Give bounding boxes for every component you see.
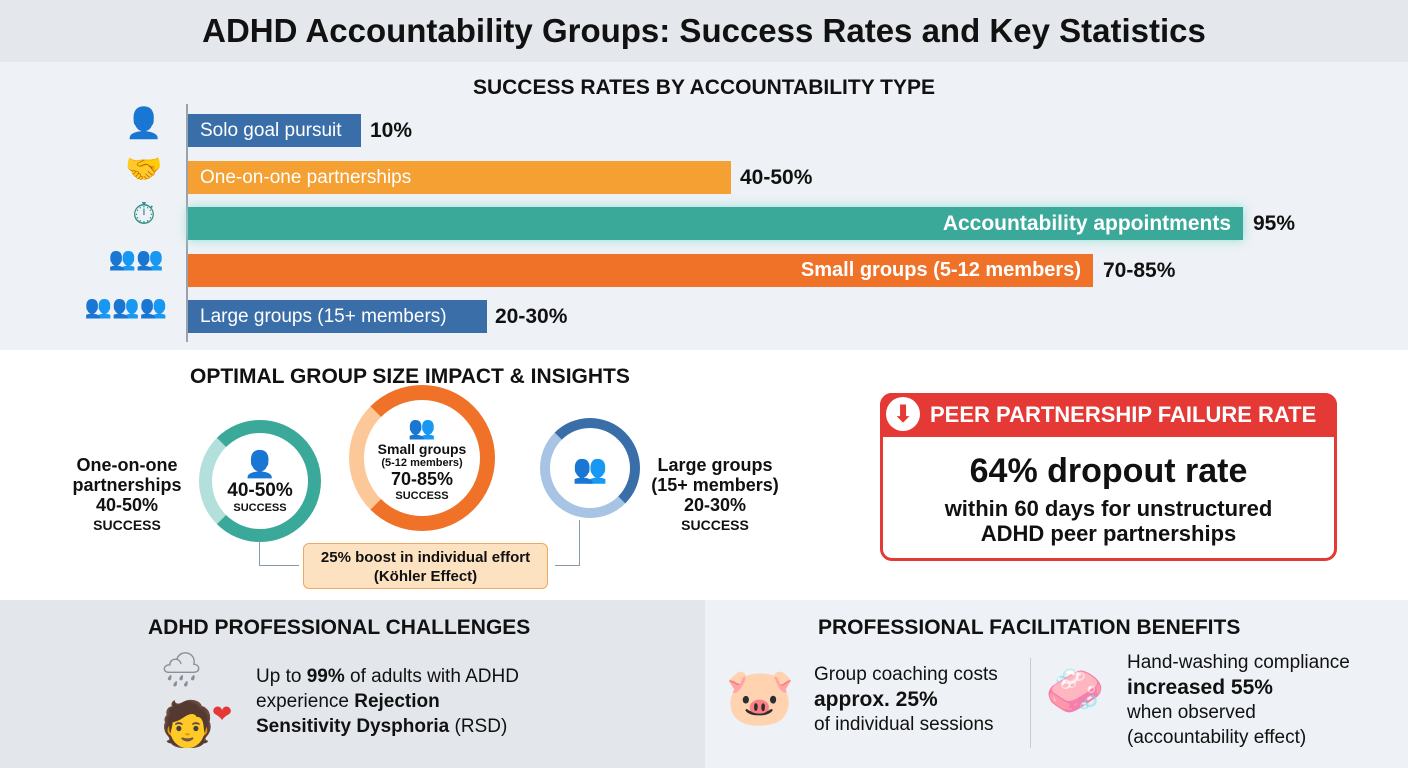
person-icon: 👤	[243, 448, 277, 479]
failure-title: PEER PARTNERSHIP FAILURE RATE	[930, 402, 1317, 427]
small-group-icon: 👥👥	[108, 246, 164, 271]
clock-person-icon: ⏱	[132, 198, 156, 231]
bar-label: Small groups (5-12 members)	[800, 259, 1081, 281]
hand-washing-icon: 🧼	[1045, 665, 1105, 718]
challenges-title: ADHD PROFESSIONAL CHALLENGES	[148, 616, 531, 639]
kohler-effect-callout: 25% boost in individual effort (Köhler Ef…	[303, 543, 548, 589]
bar-value: 70-85%	[1103, 259, 1176, 282]
success-rates-section: SUCCESS RATES BY ACCOUNTABILITY TYPE 👤 🤝…	[0, 62, 1408, 350]
chart-axis	[186, 104, 188, 342]
bar-value: 20-30%	[495, 305, 568, 328]
piggy-bank-icon: 🐷	[725, 665, 795, 728]
bar-value: 40-50%	[740, 166, 813, 189]
group-icon: 👥	[408, 414, 436, 440]
chart-title: SUCCESS RATES BY ACCOUNTABILITY TYPE	[472, 76, 936, 99]
large-groups-label: Large groups (15+ members) 20-30% SUCCESS	[651, 455, 779, 533]
bar-value: 10%	[370, 119, 413, 142]
benefits-section: PROFESSIONAL FACILITATION BENEFITS 🐷 Gro…	[705, 600, 1408, 768]
one-on-one-ring: 👤 40-50% SUCCESS	[199, 420, 321, 542]
large-group-icon: 👥👥👥	[84, 294, 168, 319]
hand-washing-text: Hand-washing compliance increased 55% when…	[1127, 652, 1350, 748]
challenges-section: ADHD PROFESSIONAL CHALLENGES 🌧 🧑 ❤ Up to…	[0, 600, 705, 768]
one-on-one-label: One-on-one partnerships 40-50% SUCCESS	[72, 455, 182, 533]
page-title: ADHD Accountability Groups: Success Rate…	[0, 0, 1408, 62]
down-arrow-icon: ⬇	[886, 397, 920, 431]
cost-text: Group coaching costs approx. 25% of indivi…	[814, 664, 998, 735]
bar-solo: Solo goal pursuit	[188, 114, 361, 147]
bar-appointments: Accountability appointments	[188, 207, 1243, 240]
large-groups-ring: 👥	[540, 418, 640, 518]
rain-cloud-icon: 🌧	[160, 651, 204, 689]
benefits-title: PROFESSIONAL FACILITATION BENEFITS	[818, 616, 1241, 639]
bar-value: 95%	[1253, 212, 1296, 235]
person-icon: 🧑	[160, 700, 215, 749]
heart-icon: ❤	[212, 701, 233, 728]
bar-label: Large groups (15+ members)	[200, 305, 447, 327]
bar-label: One-on-one partnerships	[200, 166, 412, 188]
arrow-connector	[555, 520, 580, 566]
divider	[1030, 658, 1031, 748]
small-groups-ring: 👥 Small groups (5-12 members) 70-85% SUC…	[349, 385, 495, 531]
bar-large-groups: Large groups (15+ members)	[188, 300, 487, 333]
failure-subtext: within 60 days for unstructured ADHD peer…	[944, 496, 1273, 546]
rsd-text: Up to 99% of adults with ADHD experience…	[256, 666, 519, 737]
failure-big-stat: 64% dropout rate	[969, 452, 1248, 490]
person-icon: 👤	[125, 107, 163, 140]
bar-one-on-one: One-on-one partnerships	[188, 161, 731, 194]
arrow-connector	[259, 540, 299, 566]
bar-small-groups: Small groups (5-12 members)	[188, 254, 1093, 287]
failure-rate-card: ⬇ PEER PARTNERSHIP FAILURE RATE 64% dropo…	[880, 393, 1337, 561]
bar-label: Accountability appointments	[942, 211, 1231, 235]
large-group-icon: 👥	[572, 452, 608, 484]
insights-title: OPTIMAL GROUP SIZE IMPACT & INSIGHTS	[190, 365, 630, 388]
bar-label: Solo goal pursuit	[200, 119, 342, 141]
handshake-icon: 🤝	[125, 153, 163, 186]
